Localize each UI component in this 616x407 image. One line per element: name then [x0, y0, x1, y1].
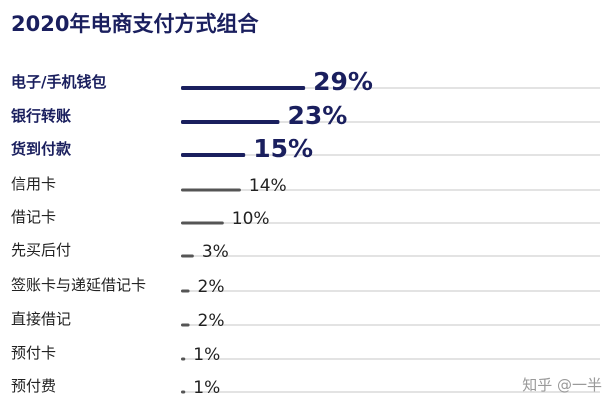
- bar-track: [181, 121, 600, 123]
- bar-track: [181, 391, 600, 393]
- bar-track: [181, 255, 600, 257]
- bar-track: [181, 324, 600, 326]
- value-label: 10%: [232, 209, 270, 229]
- bar: [181, 120, 280, 124]
- bar: [181, 221, 224, 225]
- bar-track: [181, 222, 600, 224]
- category-label: 借记卡: [11, 208, 56, 226]
- value-label: 14%: [249, 176, 287, 196]
- bar: [181, 390, 186, 394]
- value-label: 2%: [198, 311, 225, 331]
- bar: [181, 289, 190, 293]
- bar: [181, 357, 186, 361]
- value-label: 1%: [193, 345, 220, 365]
- value-label: 2%: [198, 277, 225, 297]
- value-label: 23%: [287, 101, 347, 130]
- bar: [181, 86, 306, 90]
- category-label: 预付卡: [11, 344, 56, 362]
- bar: [181, 254, 194, 258]
- category-label: 信用卡: [11, 175, 56, 193]
- bar: [181, 188, 241, 192]
- chart-title: 2020年电商支付方式组合: [11, 12, 259, 36]
- bar-track: [181, 290, 600, 292]
- category-label: 货到付款: [11, 140, 72, 158]
- category-label: 银行转账: [11, 107, 71, 125]
- bar-track: [181, 87, 600, 89]
- category-label: 预付费: [11, 377, 56, 395]
- bar-track: [181, 189, 600, 191]
- bar: [181, 323, 190, 327]
- value-label: 3%: [202, 242, 229, 262]
- category-label: 直接借记: [11, 310, 71, 328]
- bar-track: [181, 358, 600, 360]
- value-label: 1%: [193, 378, 220, 398]
- category-label: 签账卡与递延借记卡: [11, 276, 146, 294]
- category-label: 先买后付: [11, 241, 71, 259]
- value-label: 29%: [313, 67, 373, 96]
- value-label: 15%: [253, 134, 313, 163]
- category-label: 电子/手机钱包: [11, 73, 106, 91]
- watermark: 知乎 @一半: [522, 376, 602, 394]
- bar: [181, 153, 246, 157]
- bar-track: [181, 154, 600, 156]
